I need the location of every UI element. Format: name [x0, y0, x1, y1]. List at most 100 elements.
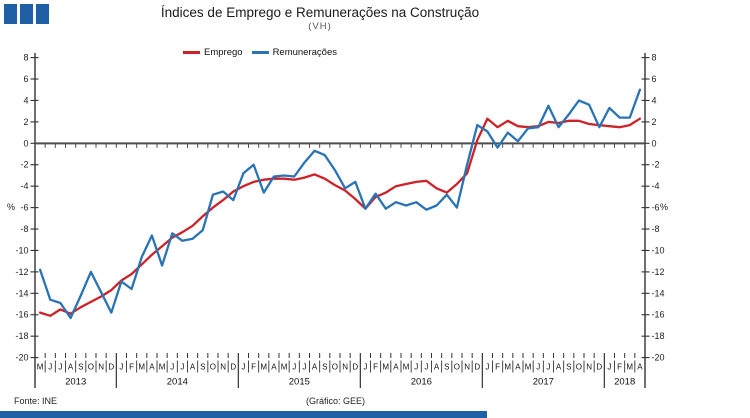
- chart-legend: Emprego Remunerações: [183, 47, 337, 58]
- svg-text:O: O: [88, 363, 94, 372]
- svg-text:S: S: [78, 363, 83, 372]
- svg-text:N: N: [586, 363, 592, 372]
- chart-title: Índices de Emprego e Remunerações na Con…: [160, 5, 480, 20]
- svg-text:-18: -18: [652, 331, 665, 341]
- svg-text:O: O: [210, 363, 216, 372]
- svg-text:M: M: [37, 363, 44, 372]
- svg-text:2013: 2013: [65, 377, 86, 388]
- remuneracoes-line-swatch: [251, 51, 269, 54]
- svg-text:N: N: [342, 363, 348, 372]
- svg-text:A: A: [149, 363, 155, 372]
- svg-text:A: A: [515, 363, 521, 372]
- svg-text:-6: -6: [652, 203, 660, 213]
- svg-text:O: O: [454, 363, 460, 372]
- svg-text:-14: -14: [652, 288, 665, 298]
- svg-text:-8: -8: [20, 224, 28, 234]
- ylabel-left: %: [7, 202, 15, 212]
- svg-text:D: D: [596, 363, 602, 372]
- svg-text:6: 6: [23, 74, 28, 84]
- svg-text:S: S: [566, 363, 571, 372]
- legend-label-remuneracoes: Remunerações: [272, 47, 337, 58]
- svg-text:-8: -8: [652, 224, 660, 234]
- svg-text:D: D: [474, 363, 480, 372]
- logo-square: [20, 4, 33, 24]
- svg-text:M: M: [382, 363, 389, 372]
- svg-text:A: A: [190, 363, 196, 372]
- svg-text:2017: 2017: [533, 377, 554, 388]
- svg-text:-16: -16: [652, 310, 665, 320]
- svg-text:-10: -10: [652, 245, 665, 255]
- svg-text:D: D: [352, 363, 358, 372]
- svg-text:-12: -12: [15, 267, 28, 277]
- svg-text:6: 6: [652, 74, 657, 84]
- svg-text:0: 0: [23, 138, 28, 148]
- svg-text:-2: -2: [20, 160, 28, 170]
- svg-text:0: 0: [652, 138, 657, 148]
- svg-text:D: D: [230, 363, 236, 372]
- svg-text:-4: -4: [20, 181, 28, 191]
- svg-text:A: A: [393, 363, 399, 372]
- svg-text:J: J: [363, 363, 367, 372]
- svg-text:M: M: [504, 363, 511, 372]
- svg-text:M: M: [525, 363, 532, 372]
- svg-text:M: M: [260, 363, 267, 372]
- svg-text:-16: -16: [15, 310, 28, 320]
- svg-text:8: 8: [23, 53, 28, 63]
- logo-squares: [4, 4, 49, 24]
- svg-text:-4: -4: [652, 181, 660, 191]
- svg-text:A: A: [312, 363, 318, 372]
- svg-text:J: J: [414, 363, 418, 372]
- svg-text:2015: 2015: [289, 377, 310, 388]
- legend-label-emprego: Emprego: [204, 47, 243, 58]
- svg-text:J: J: [607, 363, 611, 372]
- svg-text:2018: 2018: [614, 377, 635, 388]
- svg-text:N: N: [464, 363, 470, 372]
- svg-text:F: F: [373, 363, 378, 372]
- legend-item-remuneracoes: Remunerações: [251, 47, 337, 58]
- svg-text:4: 4: [652, 95, 657, 105]
- svg-text:F: F: [617, 363, 622, 372]
- svg-text:D: D: [108, 363, 114, 372]
- svg-text:M: M: [403, 363, 410, 372]
- svg-text:-12: -12: [652, 267, 665, 277]
- svg-text:N: N: [220, 363, 226, 372]
- svg-text:-18: -18: [15, 331, 28, 341]
- svg-text:F: F: [495, 363, 500, 372]
- svg-text:M: M: [626, 363, 633, 372]
- legend-item-emprego: Emprego: [183, 47, 243, 58]
- svg-text:S: S: [444, 363, 449, 372]
- svg-text:4: 4: [23, 95, 28, 105]
- svg-text:J: J: [119, 363, 123, 372]
- svg-text:2: 2: [23, 117, 28, 127]
- svg-text:J: J: [485, 363, 489, 372]
- logo-square: [4, 4, 17, 24]
- svg-text:J: J: [536, 363, 540, 372]
- svg-text:J: J: [58, 363, 62, 372]
- svg-text:A: A: [556, 363, 562, 372]
- accent-bottom-bar: [0, 411, 487, 418]
- svg-text:-14: -14: [15, 288, 28, 298]
- svg-text:F: F: [129, 363, 134, 372]
- svg-text:2014: 2014: [167, 377, 188, 388]
- svg-text:S: S: [200, 363, 205, 372]
- svg-text:J: J: [180, 363, 184, 372]
- svg-text:N: N: [98, 363, 104, 372]
- series-lines: [38, 88, 642, 320]
- svg-text:M: M: [281, 363, 288, 372]
- logo-square: [36, 4, 49, 24]
- svg-text:J: J: [292, 363, 296, 372]
- svg-text:J: J: [48, 363, 52, 372]
- svg-text:A: A: [271, 363, 277, 372]
- emprego-line-swatch: [183, 51, 200, 54]
- ylabel-right: %: [660, 202, 668, 212]
- svg-text:J: J: [546, 363, 550, 372]
- svg-text:-10: -10: [15, 245, 28, 255]
- svg-text:A: A: [68, 363, 74, 372]
- svg-text:A: A: [637, 363, 643, 372]
- remunerações-line: [38, 88, 642, 320]
- svg-text:F: F: [251, 363, 256, 372]
- svg-text:S: S: [322, 363, 327, 372]
- chart-subtitle: (VH): [308, 21, 332, 32]
